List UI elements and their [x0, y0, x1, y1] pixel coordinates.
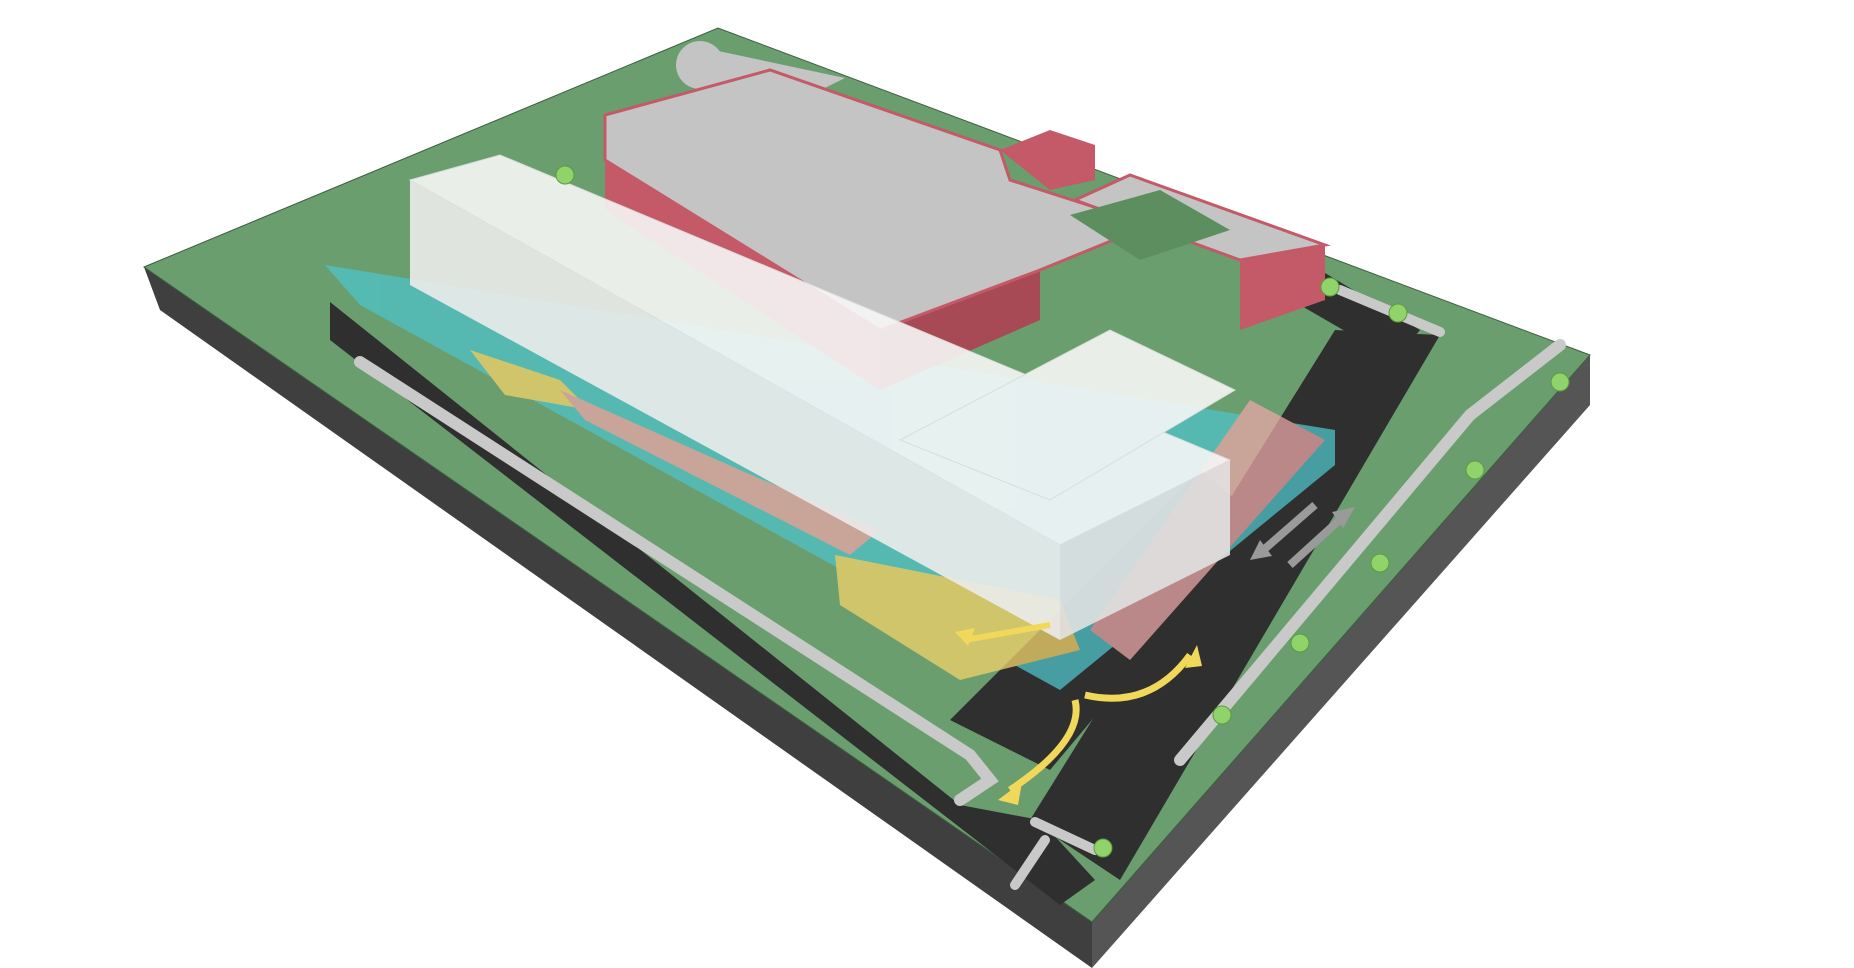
ramp-arrow [964, 622, 1051, 643]
tree-icon [1212, 705, 1232, 725]
tree-icon [1465, 460, 1485, 480]
trees [555, 165, 1570, 858]
base-side-right [1092, 355, 1590, 968]
existing-tower [1000, 130, 1095, 190]
access-arrow-right [1084, 652, 1193, 702]
road-front [330, 302, 1095, 905]
existing-wing-right-wall [1240, 245, 1325, 330]
ramp-arrow-head [955, 628, 975, 646]
zone-yellow-1 [470, 350, 590, 410]
two-way-arrow-2-head [1332, 507, 1355, 528]
sidewalk-front [354, 356, 999, 806]
tree-icon [1290, 633, 1310, 653]
tree-icon [1550, 372, 1570, 392]
two-way-arrow-1 [1257, 501, 1318, 557]
new-building [408, 154, 1237, 640]
sidewalk-corner [1030, 817, 1100, 855]
access-arrow-left-head [998, 782, 1022, 805]
tree-icon [1320, 277, 1340, 297]
tree-icon [1093, 838, 1113, 858]
access-arrow-left [1008, 699, 1080, 793]
new-wing-end-wall [1060, 460, 1230, 640]
zone-yellow-2 [835, 555, 1080, 680]
new-wing-roof-cross [898, 329, 1237, 501]
sidewalk-right-1 [1174, 339, 1566, 766]
back-plaza-curve [676, 41, 724, 89]
base-side-left [144, 267, 1092, 968]
traffic-arrows [955, 501, 1355, 805]
sidewalk-right-2 [1010, 835, 1050, 890]
two-way-arrow-1-head [1250, 540, 1272, 560]
zone-pink-1 [560, 390, 880, 555]
courtyard-grass [1070, 190, 1230, 260]
access-arrow-right-head [1185, 645, 1202, 668]
two-way-arrow-2 [1287, 512, 1348, 568]
new-wing-front-wall [410, 180, 1060, 640]
tree-icon [1370, 553, 1390, 573]
tree-icon [1388, 303, 1408, 323]
road-right [1030, 330, 1440, 880]
tree-icon [555, 165, 575, 185]
